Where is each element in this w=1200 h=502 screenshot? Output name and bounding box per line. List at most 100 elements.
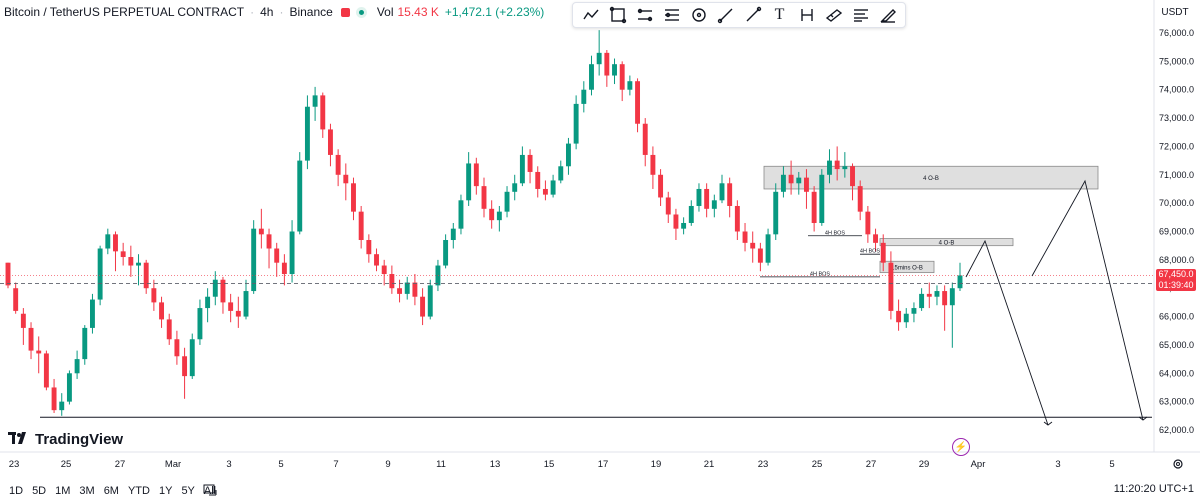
x-tick-label: Mar	[165, 459, 181, 470]
x-tick-label: 9	[385, 459, 390, 470]
candle-body	[827, 160, 832, 175]
candle-body	[504, 191, 510, 212]
x-tick-label: 23	[9, 459, 20, 470]
bos-label: 4H BOS	[810, 271, 831, 277]
candle-body	[335, 154, 341, 175]
lightning-icon[interactable]: ⚡	[952, 438, 970, 456]
candle-body	[803, 177, 809, 192]
bar-countdown: 01:39:40	[1158, 280, 1194, 290]
range-5y[interactable]: 5Y	[181, 485, 195, 497]
candle-body	[220, 279, 226, 303]
lines-icon[interactable]	[850, 4, 872, 26]
candle-body	[212, 279, 218, 297]
visibility-icon[interactable]	[355, 6, 367, 18]
candle-body	[281, 262, 287, 275]
candle-body	[189, 339, 195, 377]
candle-body	[136, 262, 141, 266]
y-tick-label: 64,000.0	[1159, 368, 1194, 378]
candle-body	[159, 302, 165, 320]
candle-body	[565, 143, 571, 167]
clock-readout[interactable]: 11:20:20 UTC+1	[1113, 483, 1194, 495]
candle-body	[205, 296, 211, 309]
timeframe-bar: 1D 5D 1M 3M 6M YTD 1Y 5Y All 11:20:20 UT…	[0, 480, 1200, 502]
range-all[interactable]: All	[203, 485, 217, 497]
order-block-zone	[879, 260, 935, 274]
candle-body	[581, 89, 587, 104]
projection-path	[965, 239, 1049, 426]
long-position-icon[interactable]	[634, 4, 656, 26]
interval-label[interactable]: 4h	[260, 5, 274, 19]
candle-body	[535, 171, 541, 189]
candle-body	[151, 288, 157, 303]
candle-body	[512, 183, 518, 192]
bos-label: 4H BOS	[860, 249, 881, 255]
candle-body	[235, 310, 241, 317]
candle-body	[780, 174, 786, 192]
candle-body	[612, 64, 617, 76]
tradingview-mark-icon	[8, 431, 30, 448]
candle-body	[888, 262, 894, 311]
x-tick-label: 15	[544, 459, 555, 470]
candle-body	[351, 183, 356, 212]
annotation-layer: 4H BOS 4H BOS 4H BOS	[0, 179, 1154, 426]
range-1y[interactable]: 1Y	[158, 485, 173, 497]
candle-body	[773, 191, 779, 235]
projection-path	[1031, 179, 1144, 421]
brand-name: TradingView	[35, 431, 124, 448]
symbol-title[interactable]: Bitcoin / TetherUS PERPETUAL CONTRACT	[4, 5, 245, 19]
y-tick-label: 72,000.0	[1159, 141, 1194, 151]
range-6m[interactable]: 6M	[103, 485, 119, 497]
candle-body	[327, 129, 333, 155]
range-3m[interactable]: 3M	[79, 485, 95, 497]
candle-body	[903, 313, 909, 323]
y-tick-label: 69,000.0	[1159, 227, 1194, 237]
symbol-header: Bitcoin / TetherUS PERPETUAL CONTRACT · …	[4, 5, 545, 19]
trend-line-icon[interactable]	[580, 4, 602, 26]
candle-body	[665, 197, 671, 215]
candle-body	[919, 293, 925, 309]
candle-body	[589, 64, 594, 90]
x-tick-label: 3	[1055, 459, 1060, 470]
x-tick-label: 11	[436, 459, 446, 470]
text-icon[interactable]: T	[774, 6, 785, 23]
candle-body	[719, 183, 725, 201]
candle-body	[934, 291, 940, 297]
range-1d[interactable]: 1D	[9, 485, 24, 497]
circle-icon[interactable]	[688, 4, 710, 26]
x-tick-label: 5	[278, 459, 283, 470]
bos-label: 4H BOS	[825, 230, 846, 236]
candle-body	[458, 200, 464, 229]
candle-body	[174, 339, 180, 357]
x-tick-label: Apr	[971, 459, 986, 470]
candle-body	[619, 64, 625, 90]
note-icon[interactable]	[796, 4, 818, 26]
candle-body	[266, 234, 272, 249]
last-price-tag: 67,450.0 01:39:40	[1156, 269, 1196, 291]
range-ytd[interactable]: YTD	[127, 485, 150, 497]
measure-icon[interactable]	[823, 4, 845, 26]
volume-value: 15.43 K	[397, 5, 439, 19]
date-range-icon[interactable]	[203, 484, 217, 496]
range-5d[interactable]: 5D	[32, 485, 47, 497]
candle-body	[128, 257, 134, 266]
candle-body	[796, 177, 802, 184]
range-1m[interactable]: 1M	[55, 485, 71, 497]
x-tick-label: 23	[758, 459, 769, 470]
candle-body	[842, 166, 848, 170]
exchange-label: Binance	[289, 5, 333, 19]
projection-arrowhead	[1043, 421, 1053, 426]
candle-body	[5, 262, 11, 286]
rectangle-icon[interactable]	[607, 4, 629, 26]
candle-body	[550, 180, 556, 195]
candle-body	[650, 154, 656, 175]
pen-icon[interactable]	[715, 4, 737, 26]
candle-body	[757, 248, 763, 263]
brush-icon[interactable]	[742, 4, 764, 26]
currency-selector[interactable]: USDT	[1161, 6, 1189, 18]
eraser-icon[interactable]	[877, 4, 899, 26]
settings-gear-icon[interactable]	[1172, 458, 1184, 470]
short-position-icon[interactable]	[661, 4, 683, 26]
candle-body	[727, 183, 733, 206]
tradingview-logo[interactable]: TradingView	[8, 431, 123, 448]
